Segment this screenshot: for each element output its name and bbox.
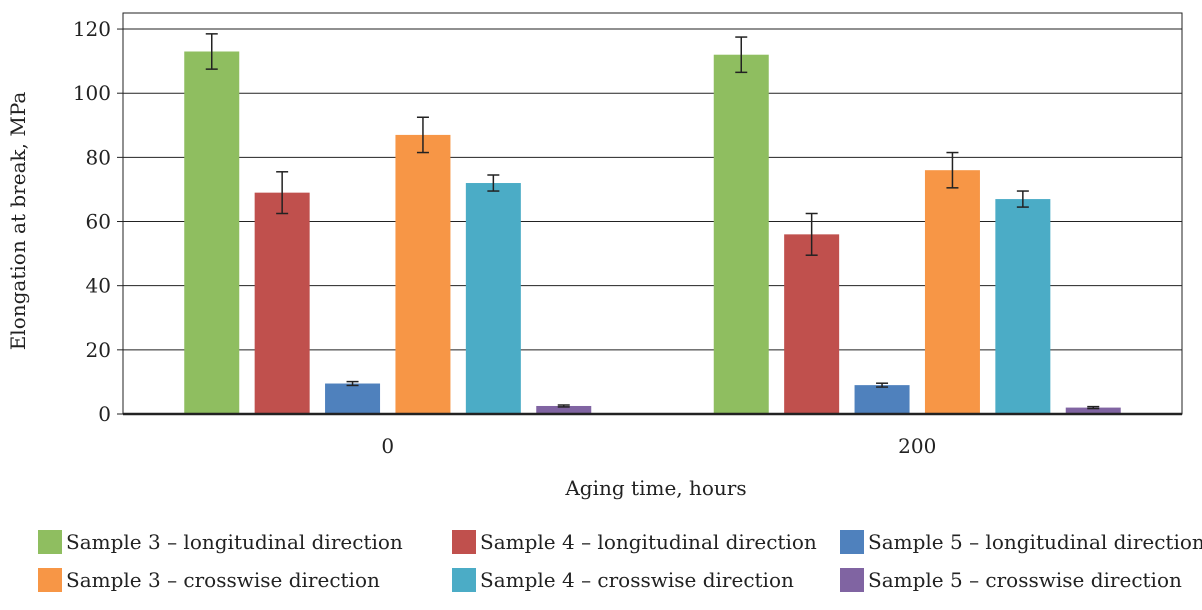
axes [122,12,1183,416]
legend-label: Sample 5 – crosswise direction [868,568,1182,592]
legend: Sample 3 – longitudinal direction Sample… [38,530,1202,592]
bar [184,51,240,414]
legend-item: Sample 3 – crosswise direction [38,568,452,592]
legend-label: Sample 3 – crosswise direction [66,568,380,592]
error-bars [205,33,1100,410]
x-tick-labels: 0 200 [381,434,936,458]
legend-item: Sample 5 – longitudinal direction [840,530,1202,554]
bar [254,192,310,414]
legend-label: Sample 4 – crosswise direction [480,568,794,592]
legend-swatch [452,568,476,592]
bar [995,199,1051,414]
y-tick-label: 0 [98,402,111,426]
y-tick-label: 20 [86,338,111,362]
bar [784,234,840,414]
y-tick-label: 60 [86,210,111,234]
legend-swatch [38,568,62,592]
x-tick-label: 200 [898,434,936,458]
bars [184,51,1121,415]
x-axis-title: Aging time, hours [564,476,746,500]
y-tick-label: 120 [73,17,111,41]
legend-item: Sample 3 – longitudinal direction [38,530,452,554]
legend-swatch [840,568,864,592]
bar-chart: 0 20 40 60 80 100 120 0 200 Aging time, hours E… [6,12,1183,500]
y-axis-title: Elongation at break, MPa [6,92,30,351]
bar [924,170,980,414]
bar [325,383,381,414]
legend-label: Sample 5 – longitudinal direction [868,530,1202,554]
y-tick-label: 40 [86,274,111,298]
legend-swatch [38,530,62,554]
y-tick-label: 100 [73,81,111,105]
y-tick-label: 80 [86,145,111,169]
bar [1065,407,1121,414]
y-tick-labels: 0 20 40 60 80 100 120 [73,17,111,426]
legend-item: Sample 4 – longitudinal direction [452,530,840,554]
legend-swatch [840,530,864,554]
bar [536,405,592,414]
legend-swatch [452,530,476,554]
legend-label: Sample 3 – longitudinal direction [66,530,403,554]
bar [713,54,769,414]
legend-item: Sample 4 – crosswise direction [452,568,840,592]
bar [854,385,910,414]
legend-item: Sample 5 – crosswise direction [840,568,1198,592]
legend-label: Sample 4 – longitudinal direction [480,530,817,554]
bar [395,134,451,415]
x-tick-label: 0 [381,434,394,458]
bar [465,183,521,414]
